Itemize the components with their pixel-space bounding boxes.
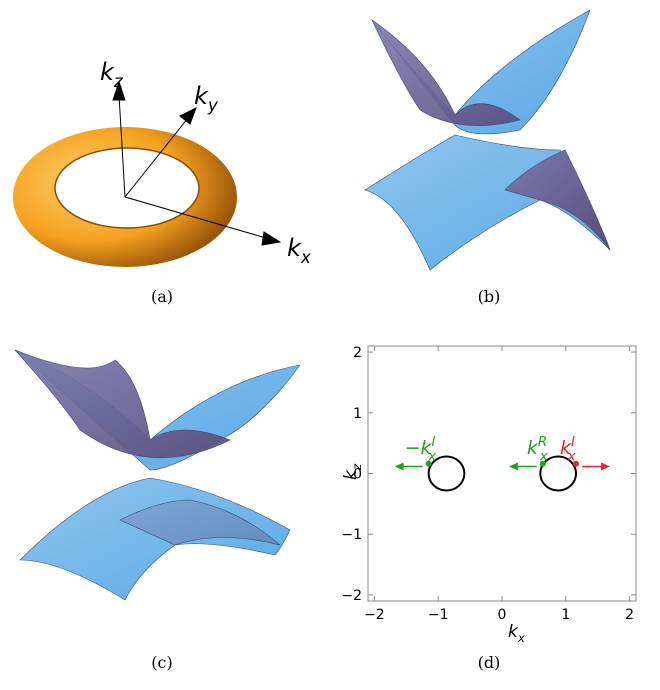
label-sub: x bbox=[517, 631, 526, 645]
y-tick-label: 1 bbox=[353, 406, 362, 422]
arrow-head bbox=[509, 463, 518, 471]
label-sup: R bbox=[538, 435, 547, 450]
label-sub: x bbox=[539, 449, 548, 464]
label-sub: z bbox=[113, 71, 124, 91]
label-base: k bbox=[100, 58, 115, 86]
axis-label: ky bbox=[194, 82, 219, 115]
label-sub: x bbox=[427, 449, 436, 464]
y-tick-label: −2 bbox=[341, 588, 362, 604]
x-tick-label: −1 bbox=[428, 607, 449, 623]
label-sub: y bbox=[207, 95, 219, 115]
caption: (a) bbox=[151, 287, 173, 306]
plot-frame bbox=[368, 346, 636, 601]
x-tick-label: 2 bbox=[625, 607, 634, 623]
axis-label: kz bbox=[100, 58, 124, 91]
label-sup: I bbox=[571, 435, 575, 450]
figure: kz ky kx (a) (b) (c) (d) −2−1012−2−1012k… bbox=[0, 0, 660, 690]
band-surface bbox=[15, 350, 300, 600]
label-sup: I bbox=[432, 435, 436, 450]
y-tick-label: −1 bbox=[341, 527, 362, 543]
caption: (b) bbox=[478, 287, 501, 306]
arrow-head bbox=[395, 463, 404, 471]
y-axis-label: kz bbox=[341, 463, 364, 480]
arrow-head bbox=[601, 463, 610, 471]
label-sub: x bbox=[300, 247, 312, 267]
x-axis-label: kx bbox=[508, 622, 526, 645]
x-tick-label: −2 bbox=[364, 607, 385, 623]
label-sub: x bbox=[567, 449, 576, 464]
x-tick-label: 1 bbox=[561, 607, 570, 623]
caption: (d) bbox=[478, 653, 501, 672]
axis-label: kx bbox=[287, 234, 312, 267]
label-prefix: − bbox=[405, 437, 421, 459]
label-base: k bbox=[194, 82, 209, 110]
label-base: k bbox=[287, 234, 302, 262]
band-surface bbox=[365, 10, 610, 270]
label-sub: z bbox=[350, 463, 364, 471]
x-tick-label: 0 bbox=[498, 607, 507, 623]
y-tick-label: 2 bbox=[353, 345, 362, 361]
caption: (c) bbox=[151, 653, 172, 672]
